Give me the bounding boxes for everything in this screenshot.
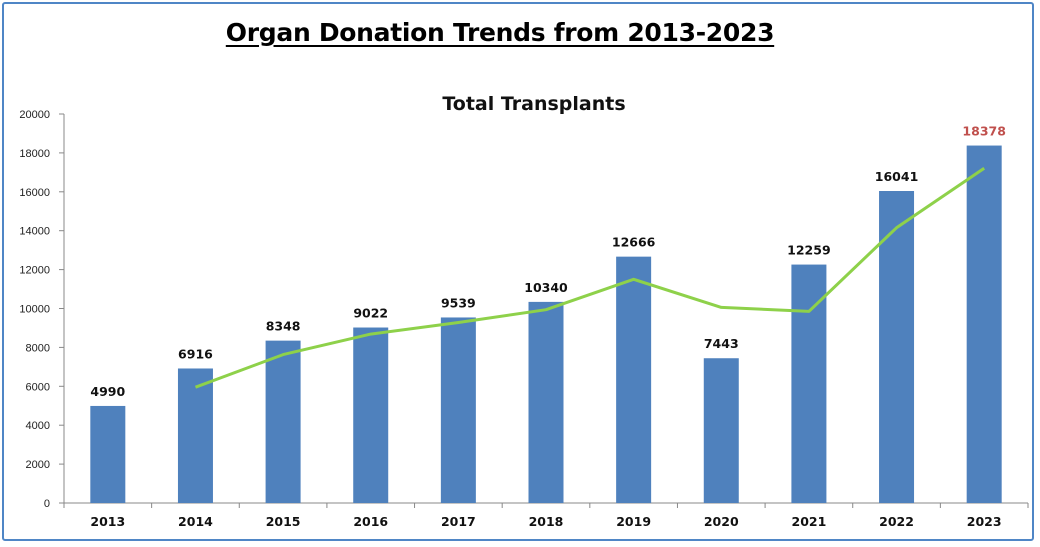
y-tick-label: 2000 (26, 459, 50, 471)
data-label-2013: 4990 (90, 384, 125, 399)
x-tick-label: 2016 (353, 514, 388, 529)
data-label-2016: 9022 (353, 306, 388, 321)
bar-2016 (353, 327, 389, 503)
bar-2015 (265, 340, 301, 503)
trend-line (194, 167, 986, 389)
data-label-2015: 8348 (266, 319, 301, 334)
y-tick-label: 0 (44, 498, 50, 510)
y-tick-label: 14000 (19, 226, 50, 238)
bar-2021 (791, 264, 827, 503)
x-tick-label: 2019 (616, 514, 651, 529)
data-label-2022: 16041 (875, 169, 919, 184)
x-tick-label: 2018 (529, 514, 564, 529)
y-tick-label: 12000 (19, 265, 50, 277)
data-label-2019: 12666 (612, 235, 656, 250)
x-tick-label: 2013 (90, 514, 125, 529)
chart-frame (2, 2, 1034, 541)
bar-2018 (528, 301, 564, 503)
x-axis: 2013 2014 2015 2016 2017 2018 2019 2020 2021 2022… (63, 502, 1029, 529)
page-title: Organ Donation Trends from 2013-2023 (225, 18, 775, 47)
y-tick-label: 18000 (19, 148, 50, 160)
x-tick-label: 2015 (266, 514, 301, 529)
y-axis: 0 2000 4000 6000 8000 10000 12000 14000 16000 180… (19, 109, 65, 510)
data-label-2014: 6916 (178, 346, 213, 361)
x-tick-label: 2021 (792, 514, 827, 529)
data-label-2018: 10340 (524, 280, 568, 295)
bar-2023 (966, 145, 1002, 503)
data-label-2021: 12259 (787, 243, 831, 258)
x-tick-label: 2017 (441, 514, 476, 529)
bar-2013 (90, 405, 126, 503)
x-tick-label: 2023 (967, 514, 1002, 529)
y-tick-label: 20000 (19, 109, 50, 121)
data-label-2017: 9539 (441, 295, 476, 310)
bar-2014 (177, 368, 213, 503)
x-tick-label: 2020 (704, 514, 739, 529)
y-tick-label: 4000 (26, 420, 50, 432)
chart-title: Total Transplants (442, 93, 625, 115)
bar-2019 (616, 256, 652, 503)
y-tick-label: 6000 (26, 381, 50, 393)
bar-2020 (703, 358, 739, 503)
bars-group (90, 145, 1002, 503)
y-tick-label: 10000 (19, 304, 50, 316)
y-tick-label: 8000 (26, 342, 50, 354)
bar-2017 (440, 317, 476, 503)
x-tick-label: 2022 (879, 514, 914, 529)
data-labels-group: 4990 6916 8348 9022 9539 10340 12666 7443 12259 1… (90, 124, 1006, 399)
bar-2022 (879, 191, 915, 503)
x-tick-label: 2014 (178, 514, 213, 529)
y-tick-label: 16000 (19, 187, 50, 199)
data-label-2020: 7443 (704, 336, 739, 351)
data-label-2023: 18378 (962, 124, 1006, 139)
trend-line-group (194, 167, 986, 389)
